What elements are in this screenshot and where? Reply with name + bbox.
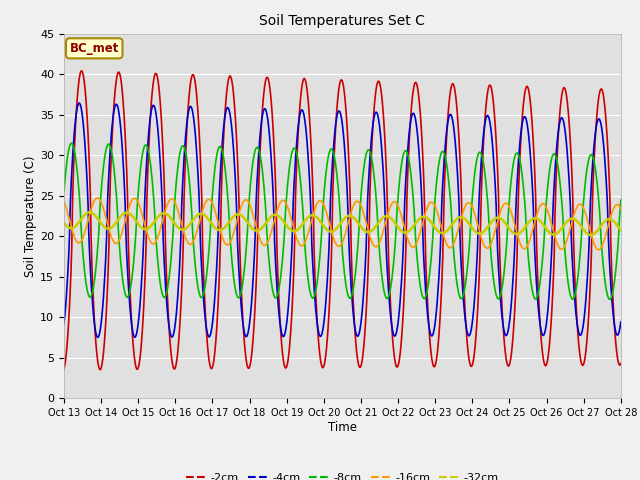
-32cm [587, 232, 595, 238]
-2cm [412, 80, 419, 85]
-4cm [428, 333, 436, 339]
Legend: -2cm, -4cm, -8cm, -16cm, -32cm: -2cm, -4cm, -8cm, -16cm, -32cm [182, 469, 503, 480]
-8cm [411, 220, 419, 226]
-2cm [70, 153, 78, 159]
-8cm [60, 188, 68, 194]
Line: -2cm: -2cm [64, 71, 621, 370]
-2cm [186, 89, 193, 95]
-4cm [617, 319, 625, 325]
-4cm [215, 202, 223, 207]
-4cm [94, 335, 102, 340]
-16cm [428, 199, 435, 205]
Line: -16cm: -16cm [64, 198, 621, 250]
-8cm [71, 150, 79, 156]
-32cm [60, 220, 68, 226]
-16cm [617, 206, 625, 212]
-2cm [78, 68, 86, 74]
-2cm [215, 284, 223, 290]
-4cm [70, 132, 78, 138]
-4cm [60, 321, 68, 326]
-32cm [617, 228, 625, 233]
-4cm [412, 117, 419, 122]
-16cm [70, 233, 78, 239]
-32cm [214, 227, 222, 233]
-2cm [97, 367, 104, 372]
Text: BC_met: BC_met [70, 42, 119, 55]
-4cm [186, 105, 193, 111]
-16cm [60, 199, 68, 204]
-32cm [411, 221, 419, 227]
-32cm [128, 213, 136, 219]
-8cm [128, 274, 136, 279]
-8cm [428, 257, 435, 263]
-16cm [214, 219, 222, 225]
-16cm [411, 243, 419, 249]
-2cm [129, 339, 137, 345]
-32cm [428, 219, 435, 225]
-8cm [185, 171, 193, 177]
-2cm [428, 356, 436, 362]
Line: -8cm: -8cm [64, 143, 621, 300]
-4cm [76, 100, 83, 106]
-32cm [86, 209, 93, 215]
-8cm [68, 140, 76, 146]
-16cm [185, 241, 193, 247]
-16cm [93, 195, 101, 201]
-32cm [185, 223, 193, 228]
Line: -4cm: -4cm [64, 103, 621, 337]
-16cm [595, 247, 602, 252]
-8cm [617, 197, 625, 203]
-2cm [60, 366, 68, 372]
-32cm [70, 225, 78, 230]
-4cm [129, 330, 137, 336]
Title: Soil Temperatures Set C: Soil Temperatures Set C [259, 14, 426, 28]
-8cm [214, 146, 222, 152]
-8cm [606, 297, 614, 302]
-2cm [617, 361, 625, 367]
X-axis label: Time: Time [328, 421, 357, 434]
Line: -32cm: -32cm [64, 212, 621, 235]
-16cm [128, 197, 136, 203]
Y-axis label: Soil Temperature (C): Soil Temperature (C) [24, 155, 37, 277]
